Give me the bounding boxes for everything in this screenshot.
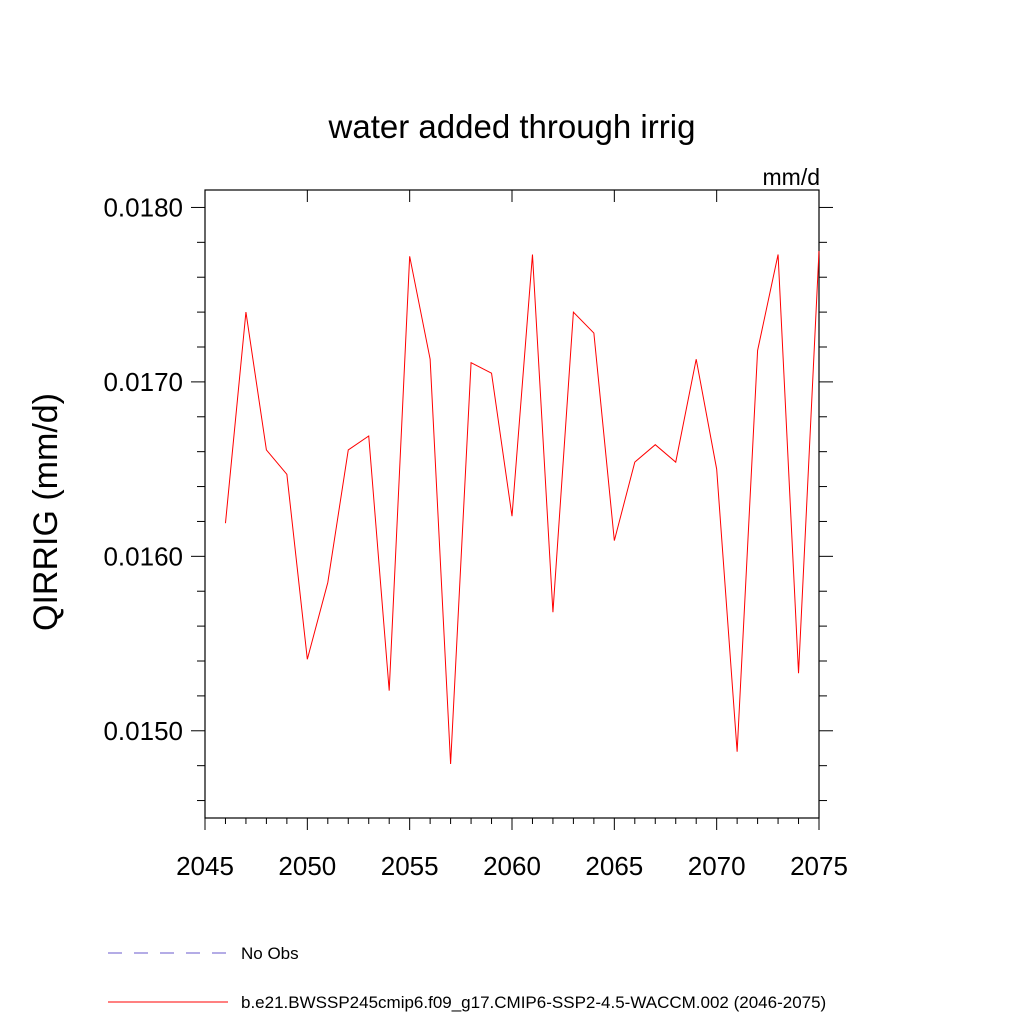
legend: No Obs b.e21.BWSSP245cmip6.f09_g17.CMIP6… — [108, 944, 826, 1012]
plot-frame — [204, 189, 820, 819]
x-tick-label: 2055 — [381, 851, 439, 881]
x-tick-label: 2070 — [688, 851, 746, 881]
x-axis: 2045 2050 2055 2060 2065 2070 2075 — [176, 190, 848, 881]
x-tick-label: 2045 — [176, 851, 234, 881]
units-label: mm/d — [763, 164, 821, 190]
series-line — [224, 251, 820, 764]
y-tick-label: 0.0150 — [103, 716, 183, 746]
x-tick-label: 2060 — [483, 851, 541, 881]
y-tick-label: 0.0160 — [103, 541, 183, 571]
y-axis: 0.0150 0.0160 0.0170 0.0180 — [103, 192, 833, 802]
series-layer — [224, 251, 820, 764]
y-axis-title: QIRRIG (mm/d) — [27, 393, 65, 631]
x-tick-label: 2050 — [278, 851, 336, 881]
legend-label-waccm: b.e21.BWSSP245cmip6.f09_g17.CMIP6-SSP2-4… — [241, 993, 826, 1012]
x-tick-label: 2075 — [790, 851, 848, 881]
y-tick-label: 0.0180 — [103, 192, 183, 222]
chart-title: water added through irrig — [328, 108, 696, 145]
y-tick-label: 0.0170 — [103, 367, 183, 397]
x-tick-label: 2065 — [585, 851, 643, 881]
legend-label-no-obs: No Obs — [241, 944, 299, 963]
